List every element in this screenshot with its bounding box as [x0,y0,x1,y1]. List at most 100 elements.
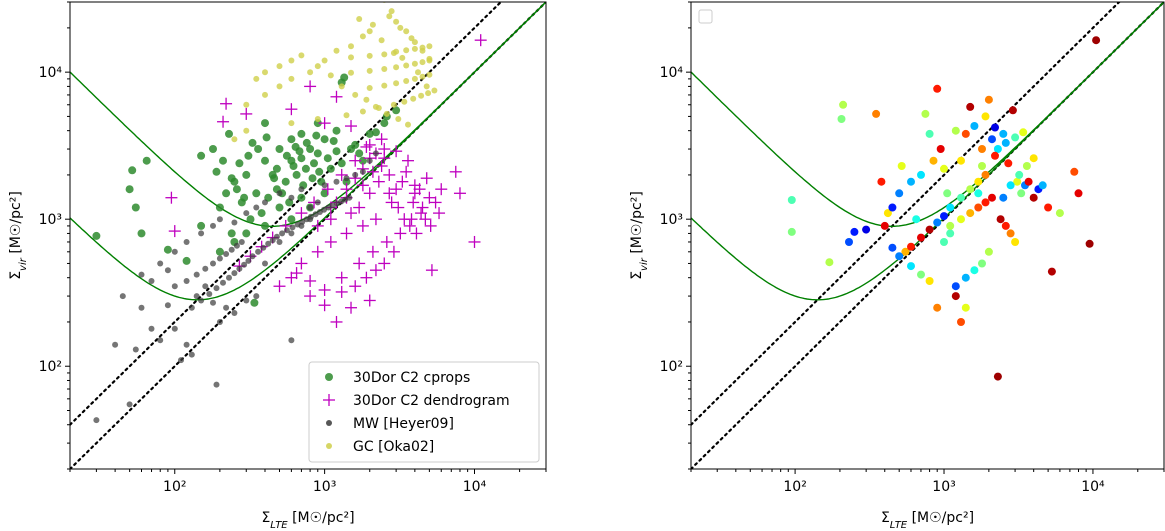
data-point [933,303,942,312]
data-point [261,119,269,128]
data-point [132,346,139,353]
data-point [308,174,317,183]
data-point [292,170,301,179]
data-point [298,186,305,193]
data-point [157,337,164,344]
data-point [1070,167,1079,176]
data-point [419,213,432,226]
data-point [426,43,433,50]
series-2 [165,34,487,328]
data-point [326,164,335,173]
data-point [978,259,986,268]
data-point [907,262,915,271]
data-point [138,271,145,278]
data-point [112,341,119,348]
data-point [888,203,897,212]
data-point [295,257,308,270]
data-point [453,187,466,200]
legend-label: GC [Oka02] [353,439,434,455]
data-point [164,267,171,274]
data-point [238,239,245,245]
data-point [981,112,990,121]
data-point [321,183,334,196]
data-point [895,189,904,198]
legend-marker [326,443,332,449]
data-point [261,156,269,165]
data-point [907,177,915,186]
data-point [966,209,975,218]
data-point [270,174,279,183]
data-point [148,278,155,284]
data-point [426,55,433,62]
chart-panel-1: 10² 10³ 10⁴ 10² 10³ 10⁴ ΣLTE [M☉/pc²] Σvir [M☉/… [8,1,547,531]
data-point [400,165,413,178]
data-point [219,156,227,165]
data-point [220,279,226,286]
data-point [321,57,328,64]
data-point [276,190,283,197]
data-point [231,219,238,226]
data-point [188,351,195,358]
x-axis-label: ΣLTE [M☉/pc²] [261,510,354,531]
data-point [353,257,366,270]
data-point [321,182,328,189]
data-point [917,270,925,279]
data-point [974,203,983,212]
data-point [126,401,133,408]
data-point [474,34,487,47]
legend-box [698,9,713,24]
data-point [241,261,248,268]
data-point [171,283,178,290]
x-axis-label: ΣLTE [M☉/pc²] [881,510,974,531]
data-point [363,187,376,200]
data-point [401,98,408,105]
data-point [210,222,216,229]
data-point [1019,128,1028,137]
data-point [287,215,296,224]
data-point [981,198,990,207]
axes-frame [69,1,547,470]
data-point [413,183,426,196]
data-point [403,47,410,54]
y-tick-label: 10² [39,359,62,375]
data-point [128,166,137,175]
ticks [686,1,1165,474]
data-point [304,290,317,303]
data-point [933,84,942,93]
data-point [318,117,331,130]
data-point [236,265,243,272]
data-point [164,302,171,309]
data-point [1038,181,1047,190]
data-point [1001,138,1010,147]
data-point [380,119,389,128]
data-point [273,233,280,240]
data-point [366,157,373,164]
data-point [393,64,400,71]
legend-marker [323,394,335,406]
data-point [418,92,425,99]
data-point [206,291,213,297]
data-point [907,242,915,251]
data-point [1029,154,1038,163]
data-point [193,271,200,278]
x-tick-label: 10³ [932,479,955,495]
data-point [287,135,296,144]
data-point [356,179,369,192]
data-point [369,21,376,28]
data-point [314,199,321,206]
data-point [403,62,410,69]
data-point [970,266,979,275]
data-point [991,151,999,160]
data-point [261,221,269,230]
data-point [877,177,886,186]
data-point [340,183,353,196]
data-point [243,210,250,217]
data-point [297,154,306,163]
data-point [289,224,296,231]
data-point [411,75,418,82]
data-point [1085,239,1094,248]
data-point [970,122,979,130]
y-tick-label: 10⁴ [39,65,63,81]
data-point [991,123,999,132]
